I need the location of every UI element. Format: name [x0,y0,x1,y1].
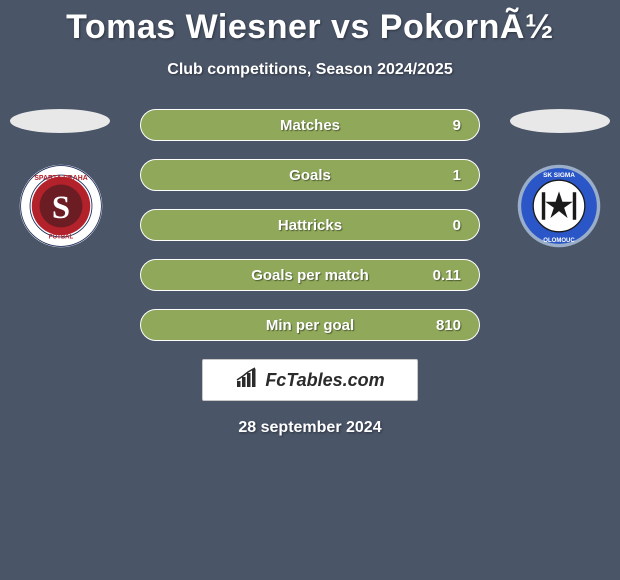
stat-value: 9 [453,117,461,134]
stat-row: Matches 9 [140,109,480,141]
svg-text:SPARTA PRAHA: SPARTA PRAHA [34,175,87,182]
page-title: Tomas Wiesner vs PokornÃ½ [0,0,620,47]
stat-value: 0 [453,217,461,234]
stat-row: Min per goal 810 [140,309,480,341]
svg-text:SK SIGMA: SK SIGMA [543,172,575,179]
stat-row: Goals 1 [140,159,480,191]
team-right-crest: SK SIGMA OLOMOUC [516,163,602,249]
svg-text:FOTBAL: FOTBAL [49,235,74,241]
subtitle: Club competitions, Season 2024/2025 [0,61,620,79]
stat-value: 1 [453,167,461,184]
stat-label: Matches [159,117,461,134]
player-left-placeholder [10,109,110,133]
svg-text:OLOMOUC: OLOMOUC [543,238,575,244]
stat-value: 0.11 [433,267,461,284]
date-text: 28 september 2024 [0,419,620,437]
svg-text:S: S [52,190,70,226]
stat-label: Goals per match [159,267,461,284]
stat-value: 810 [436,317,461,334]
team-left-crest: SPARTA PRAHA FOTBAL S [18,163,104,249]
chart-icon [235,367,261,394]
stat-label: Goals [159,167,461,184]
stat-row: Hattricks 0 [140,209,480,241]
stat-label: Hattricks [159,217,461,234]
brand-badge[interactable]: FcTables.com [202,359,418,401]
stat-row: Goals per match 0.11 [140,259,480,291]
brand-text: FcTables.com [265,370,384,391]
stat-label: Min per goal [159,317,461,334]
stats-list: Matches 9 Goals 1 Hattricks 0 Goals per … [140,109,480,341]
player-right-placeholder [510,109,610,133]
